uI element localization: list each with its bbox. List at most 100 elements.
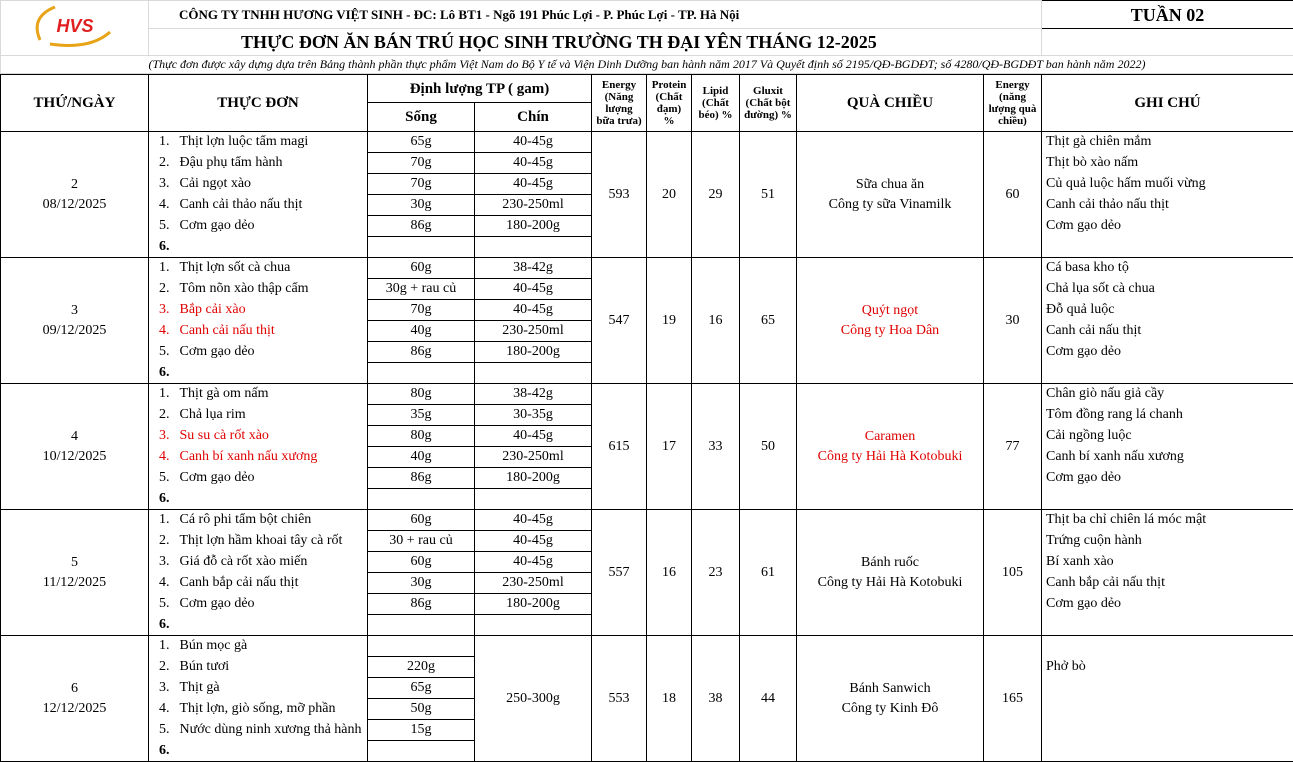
cooked-weight: 180-200g bbox=[474, 215, 592, 237]
cooked-weight: 40-45g bbox=[474, 152, 592, 174]
raw-weight: 40g bbox=[367, 446, 475, 468]
lipid-value: 33 bbox=[691, 383, 740, 510]
cooked-weight: 40-45g bbox=[474, 509, 592, 531]
item-number: 1. bbox=[148, 257, 176, 279]
item-number: 3. bbox=[148, 425, 176, 447]
energy-value: 593 bbox=[591, 131, 647, 258]
cooked-weight: 38-42g bbox=[474, 383, 592, 405]
raw-weight: 86g bbox=[367, 341, 475, 363]
menu-row: 4. Thịt lợn, giò sống, mỡ phần 50g bbox=[1, 698, 1293, 720]
item-number: 5. bbox=[148, 215, 176, 237]
item-number: 5. bbox=[148, 467, 176, 489]
menu-row: 5. Cơm gạo dẻo 86g 180-200g Cơm gạo dẻo bbox=[1, 467, 1293, 489]
menu-row: 6. bbox=[1, 362, 1293, 384]
cooked-weight: 40-45g bbox=[474, 530, 592, 552]
col-notes: GHI CHÚ bbox=[1041, 74, 1293, 132]
hvs-logo-icon: HVS bbox=[35, 5, 111, 47]
company-info: CÔNG TY TNHH HƯƠNG VIỆT SINH - ĐC: Lô BT… bbox=[148, 0, 1042, 29]
snack-line: Bánh Sanwich bbox=[849, 680, 931, 696]
cooked-weight bbox=[474, 236, 592, 258]
raw-weight: 60g bbox=[367, 509, 475, 531]
gluxit-value: 65 bbox=[739, 257, 797, 384]
snack-cell: Bánh ruốc Công ty Hải Hà Kotobuki bbox=[796, 509, 984, 636]
header-table: HVS CÔNG TY TNHH HƯƠNG VIỆT SINH - ĐC: L… bbox=[0, 0, 1293, 74]
note-line: Thịt ba chỉ chiên lá móc mật bbox=[1041, 509, 1293, 531]
snack-line: Công ty Hải Hà Kotobuki bbox=[817, 448, 963, 464]
weekday: 3 bbox=[71, 302, 78, 318]
note-line: Canh cải thảo nấu thịt bbox=[1041, 194, 1293, 216]
col-day: THỨ/NGÀY bbox=[0, 74, 149, 132]
snack-energy-value: 165 bbox=[983, 635, 1042, 762]
item-number: 4. bbox=[148, 320, 176, 342]
snack-cell: Quýt ngọt Công ty Hoa Dân bbox=[796, 257, 984, 384]
cooked-weight: 40-45g bbox=[474, 131, 592, 153]
item-number: 2. bbox=[148, 530, 176, 552]
cooked-weight: 40-45g bbox=[474, 551, 592, 573]
menu-row: 3. Thịt gà 65g bbox=[1, 677, 1293, 699]
dish-name: Giá đỗ cà rốt xào miến bbox=[175, 551, 368, 573]
item-number: 6. bbox=[148, 362, 176, 384]
snack-line: Bánh ruốc bbox=[861, 554, 919, 570]
item-number: 6. bbox=[148, 488, 176, 510]
note-line: Canh cải nấu thịt bbox=[1041, 320, 1293, 342]
cooked-weight: 40-45g bbox=[474, 173, 592, 195]
snack-line: Công ty sữa Vinamilk bbox=[828, 196, 952, 212]
page-title: THỰC ĐƠN ĂN BÁN TRÚ HỌC SINH TRƯỜNG TH Đ… bbox=[148, 28, 1042, 56]
menu-row: 3 09/12/2025 1. Thịt lợn sốt cà chua 60g 38-4… bbox=[0, 257, 1293, 384]
cooked-weight: 40-45g bbox=[474, 278, 592, 300]
col-menu: THỰC ĐƠN bbox=[148, 74, 368, 132]
raw-weight: 86g bbox=[367, 467, 475, 489]
cooked-weight: 250-300g bbox=[474, 635, 592, 762]
cooked-weight bbox=[474, 614, 592, 636]
menu-row: 5. Nước dùng ninh xương thả hành 15g bbox=[1, 719, 1293, 741]
raw-weight: 65g bbox=[367, 131, 475, 153]
lipid-value: 23 bbox=[691, 509, 740, 636]
note-line bbox=[1041, 698, 1293, 720]
raw-weight bbox=[367, 614, 475, 636]
item-number: 1. bbox=[148, 509, 176, 531]
item-number: 6. bbox=[148, 236, 176, 258]
dish-name: Su su cà rốt xào bbox=[175, 425, 368, 447]
weekday: 6 bbox=[71, 680, 78, 696]
menu-row: 6. bbox=[1, 614, 1293, 636]
weekday: 4 bbox=[71, 428, 78, 444]
note-line: Canh bí xanh nấu xương bbox=[1041, 446, 1293, 468]
energy-value: 615 bbox=[591, 383, 647, 510]
item-number: 3. bbox=[148, 299, 176, 321]
dish-name bbox=[175, 236, 368, 258]
item-number: 5. bbox=[148, 593, 176, 615]
menu-row: 3. Bắp cải xào 70g 40-45g Đỗ quả luộc bbox=[1, 299, 1293, 321]
dish-name: Tôm nõn xào thập cẩm bbox=[175, 278, 368, 300]
raw-weight: 60g bbox=[367, 551, 475, 573]
menu-row: 6. bbox=[1, 740, 1293, 762]
note-line bbox=[1041, 614, 1293, 636]
date: 08/12/2025 bbox=[42, 196, 107, 212]
col-cooked: Chín bbox=[474, 102, 592, 132]
lipid-value: 29 bbox=[691, 131, 740, 258]
raw-weight: 30g bbox=[367, 194, 475, 216]
lipid-value: 16 bbox=[691, 257, 740, 384]
item-number: 3. bbox=[148, 173, 176, 195]
menu-row: 2. Bún tươi 220g Phở bò bbox=[1, 656, 1293, 678]
snack-cell: Sữa chua ăn Công ty sữa Vinamilk bbox=[796, 131, 984, 258]
menu-row: 3. Cải ngọt xào 70g 40-45g Củ quả luộc hấm m… bbox=[1, 173, 1293, 195]
item-number: 1. bbox=[148, 131, 176, 153]
note-line bbox=[1041, 236, 1293, 258]
raw-weight bbox=[367, 236, 475, 258]
item-number: 4. bbox=[148, 572, 176, 594]
gluxit-value: 44 bbox=[739, 635, 797, 762]
raw-weight: 35g bbox=[367, 404, 475, 426]
note-line: Cơm gạo dẻo bbox=[1041, 593, 1293, 615]
raw-weight: 50g bbox=[367, 698, 475, 720]
gluxit-value: 51 bbox=[739, 131, 797, 258]
dish-name: Bún tươi bbox=[175, 656, 368, 678]
dish-name: Chả lụa rim bbox=[175, 404, 368, 426]
cooked-weight: 230-250ml bbox=[474, 446, 592, 468]
dish-name: Cải ngọt xào bbox=[175, 173, 368, 195]
menu-row: 4. Canh cải thảo nấu thịt 30g 230-250ml Canh… bbox=[1, 194, 1293, 216]
day-cell: 2 08/12/2025 bbox=[0, 131, 149, 258]
day-cell: 4 10/12/2025 bbox=[0, 383, 149, 510]
dish-name bbox=[175, 740, 368, 762]
dish-name: Đậu phụ tẩm hành bbox=[175, 152, 368, 174]
item-number: 3. bbox=[148, 677, 176, 699]
